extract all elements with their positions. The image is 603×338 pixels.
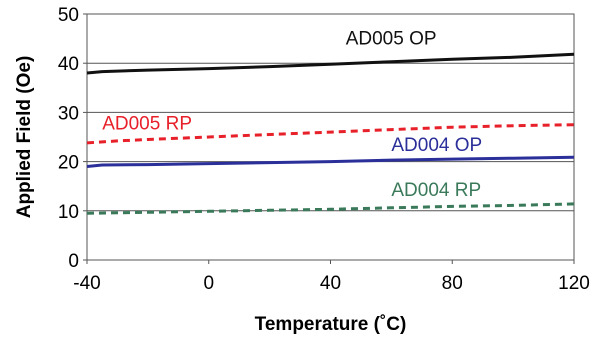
series-annotations: AD005 OP AD005 RP AD004 OP AD004 RP	[102, 29, 482, 202]
series-line-0	[86, 52, 575, 75]
x-tick-label: 0	[203, 273, 214, 294]
y-tick-label: 30	[58, 103, 79, 124]
series-annotation-label: AD005 OP	[346, 29, 437, 50]
x-tick-label: 120	[558, 273, 590, 294]
plot-area-frame	[86, 13, 575, 261]
x-tick-label: 40	[320, 273, 341, 294]
y-tick-label: 20	[58, 153, 79, 174]
series-annotation-label: AD004 OP	[391, 135, 482, 156]
y-tick-label: 50	[58, 5, 79, 26]
x-tick-label: 80	[442, 273, 463, 294]
y-tick-label: 40	[58, 54, 79, 75]
y-tick-label: 10	[58, 202, 79, 223]
series-line-2	[86, 155, 575, 168]
series-line-1	[86, 123, 575, 145]
grid-lines	[83, 13, 575, 264]
y-axis-tick-labels: 0 10 20 30 40 50	[58, 5, 79, 272]
x-axis-tick-labels: -40 0 40 80 120	[73, 273, 590, 294]
series-annotation-label: AD005 RP	[102, 114, 192, 135]
y-axis-title: Applied Field (Oe)	[14, 56, 35, 219]
series-line-3	[86, 202, 575, 215]
x-axis-title: Temperature (˚C)	[255, 314, 407, 335]
x-tick-label: -40	[73, 273, 100, 294]
series-annotation-label: AD004 RP	[391, 180, 481, 201]
y-tick-label: 0	[68, 251, 79, 272]
series-lines	[86, 52, 575, 215]
